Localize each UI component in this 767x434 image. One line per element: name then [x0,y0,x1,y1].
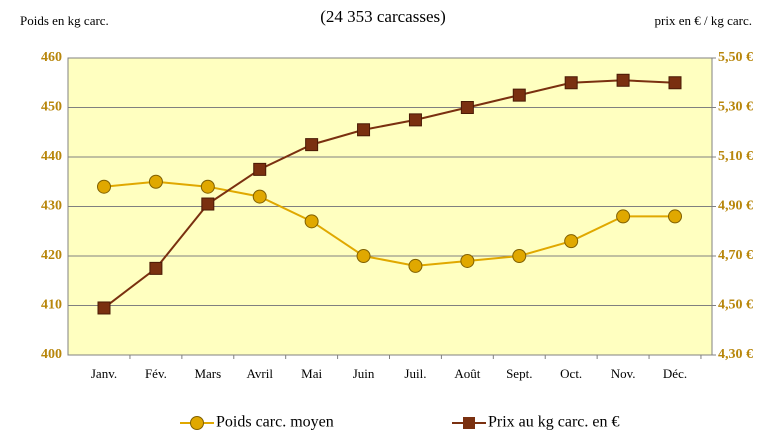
x-tick-label: Déc. [663,366,687,381]
point-marker [304,214,319,229]
x-tick-label: Oct. [560,366,582,381]
point-marker [356,249,371,263]
point-marker [149,261,163,275]
point-marker [668,209,682,224]
y-tick-label: 460 [41,50,62,65]
point-marker [564,76,578,90]
y2-tick-label: 5,30 € [718,100,753,115]
point-marker [408,258,423,273]
legend-marker [463,417,475,429]
x-tick-label: Août [454,366,480,381]
point-marker [460,101,474,114]
x-tick-label: Mars [194,366,221,381]
point-marker [668,76,682,90]
point-marker [357,123,371,137]
point-marker [408,113,422,127]
point-marker [512,249,527,263]
point-marker [460,253,475,268]
x-tick-label: Juin [353,366,375,381]
point-marker [616,73,630,87]
y-tick-label: 420 [41,248,62,263]
y2-tick-label: 4,30 € [718,347,753,362]
point-marker [305,138,319,152]
y2-tick-label: 5,10 € [718,149,753,164]
legend-label: Poids carc. moyen [216,414,334,431]
x-tick-label: Fév. [145,366,167,381]
point-marker [253,162,267,176]
x-tick-label: Avril [246,366,273,381]
point-marker [97,179,111,194]
point-marker [200,179,215,194]
point-marker [201,197,215,211]
x-tick-label: Nov. [611,366,636,381]
point-marker [616,209,631,224]
y-axis-label: Poids en kg carc. [20,13,109,28]
y2-axis-label: prix en € / kg carc. [655,13,752,28]
point-marker [97,301,111,315]
y-tick-label: 400 [41,347,62,362]
y-tick-label: 410 [41,298,62,313]
y-tick-label: 430 [41,199,62,214]
series-line [103,79,676,309]
x-tick-label: Sept. [506,366,532,381]
point-marker [512,88,526,102]
legend-label: Prix au kg carc. en € [488,414,620,431]
point-marker [148,174,163,189]
y2-tick-label: 4,70 € [718,248,753,263]
y2-tick-label: 4,50 € [718,298,753,313]
series-line [103,180,675,267]
y-tick-label: 450 [41,100,62,115]
point-marker [564,234,579,249]
y-tick-label: 440 [41,149,62,164]
y2-tick-label: 4,90 € [718,199,753,214]
x-tick-label: Mai [301,366,322,381]
legend-marker [190,416,204,430]
x-tick-label: Juil. [404,366,426,381]
point-marker [252,189,267,204]
chart-subtitle: (24 353 carcasses) [320,7,446,26]
y2-tick-label: 5,50 € [718,50,753,65]
x-tick-label: Janv. [91,366,117,381]
